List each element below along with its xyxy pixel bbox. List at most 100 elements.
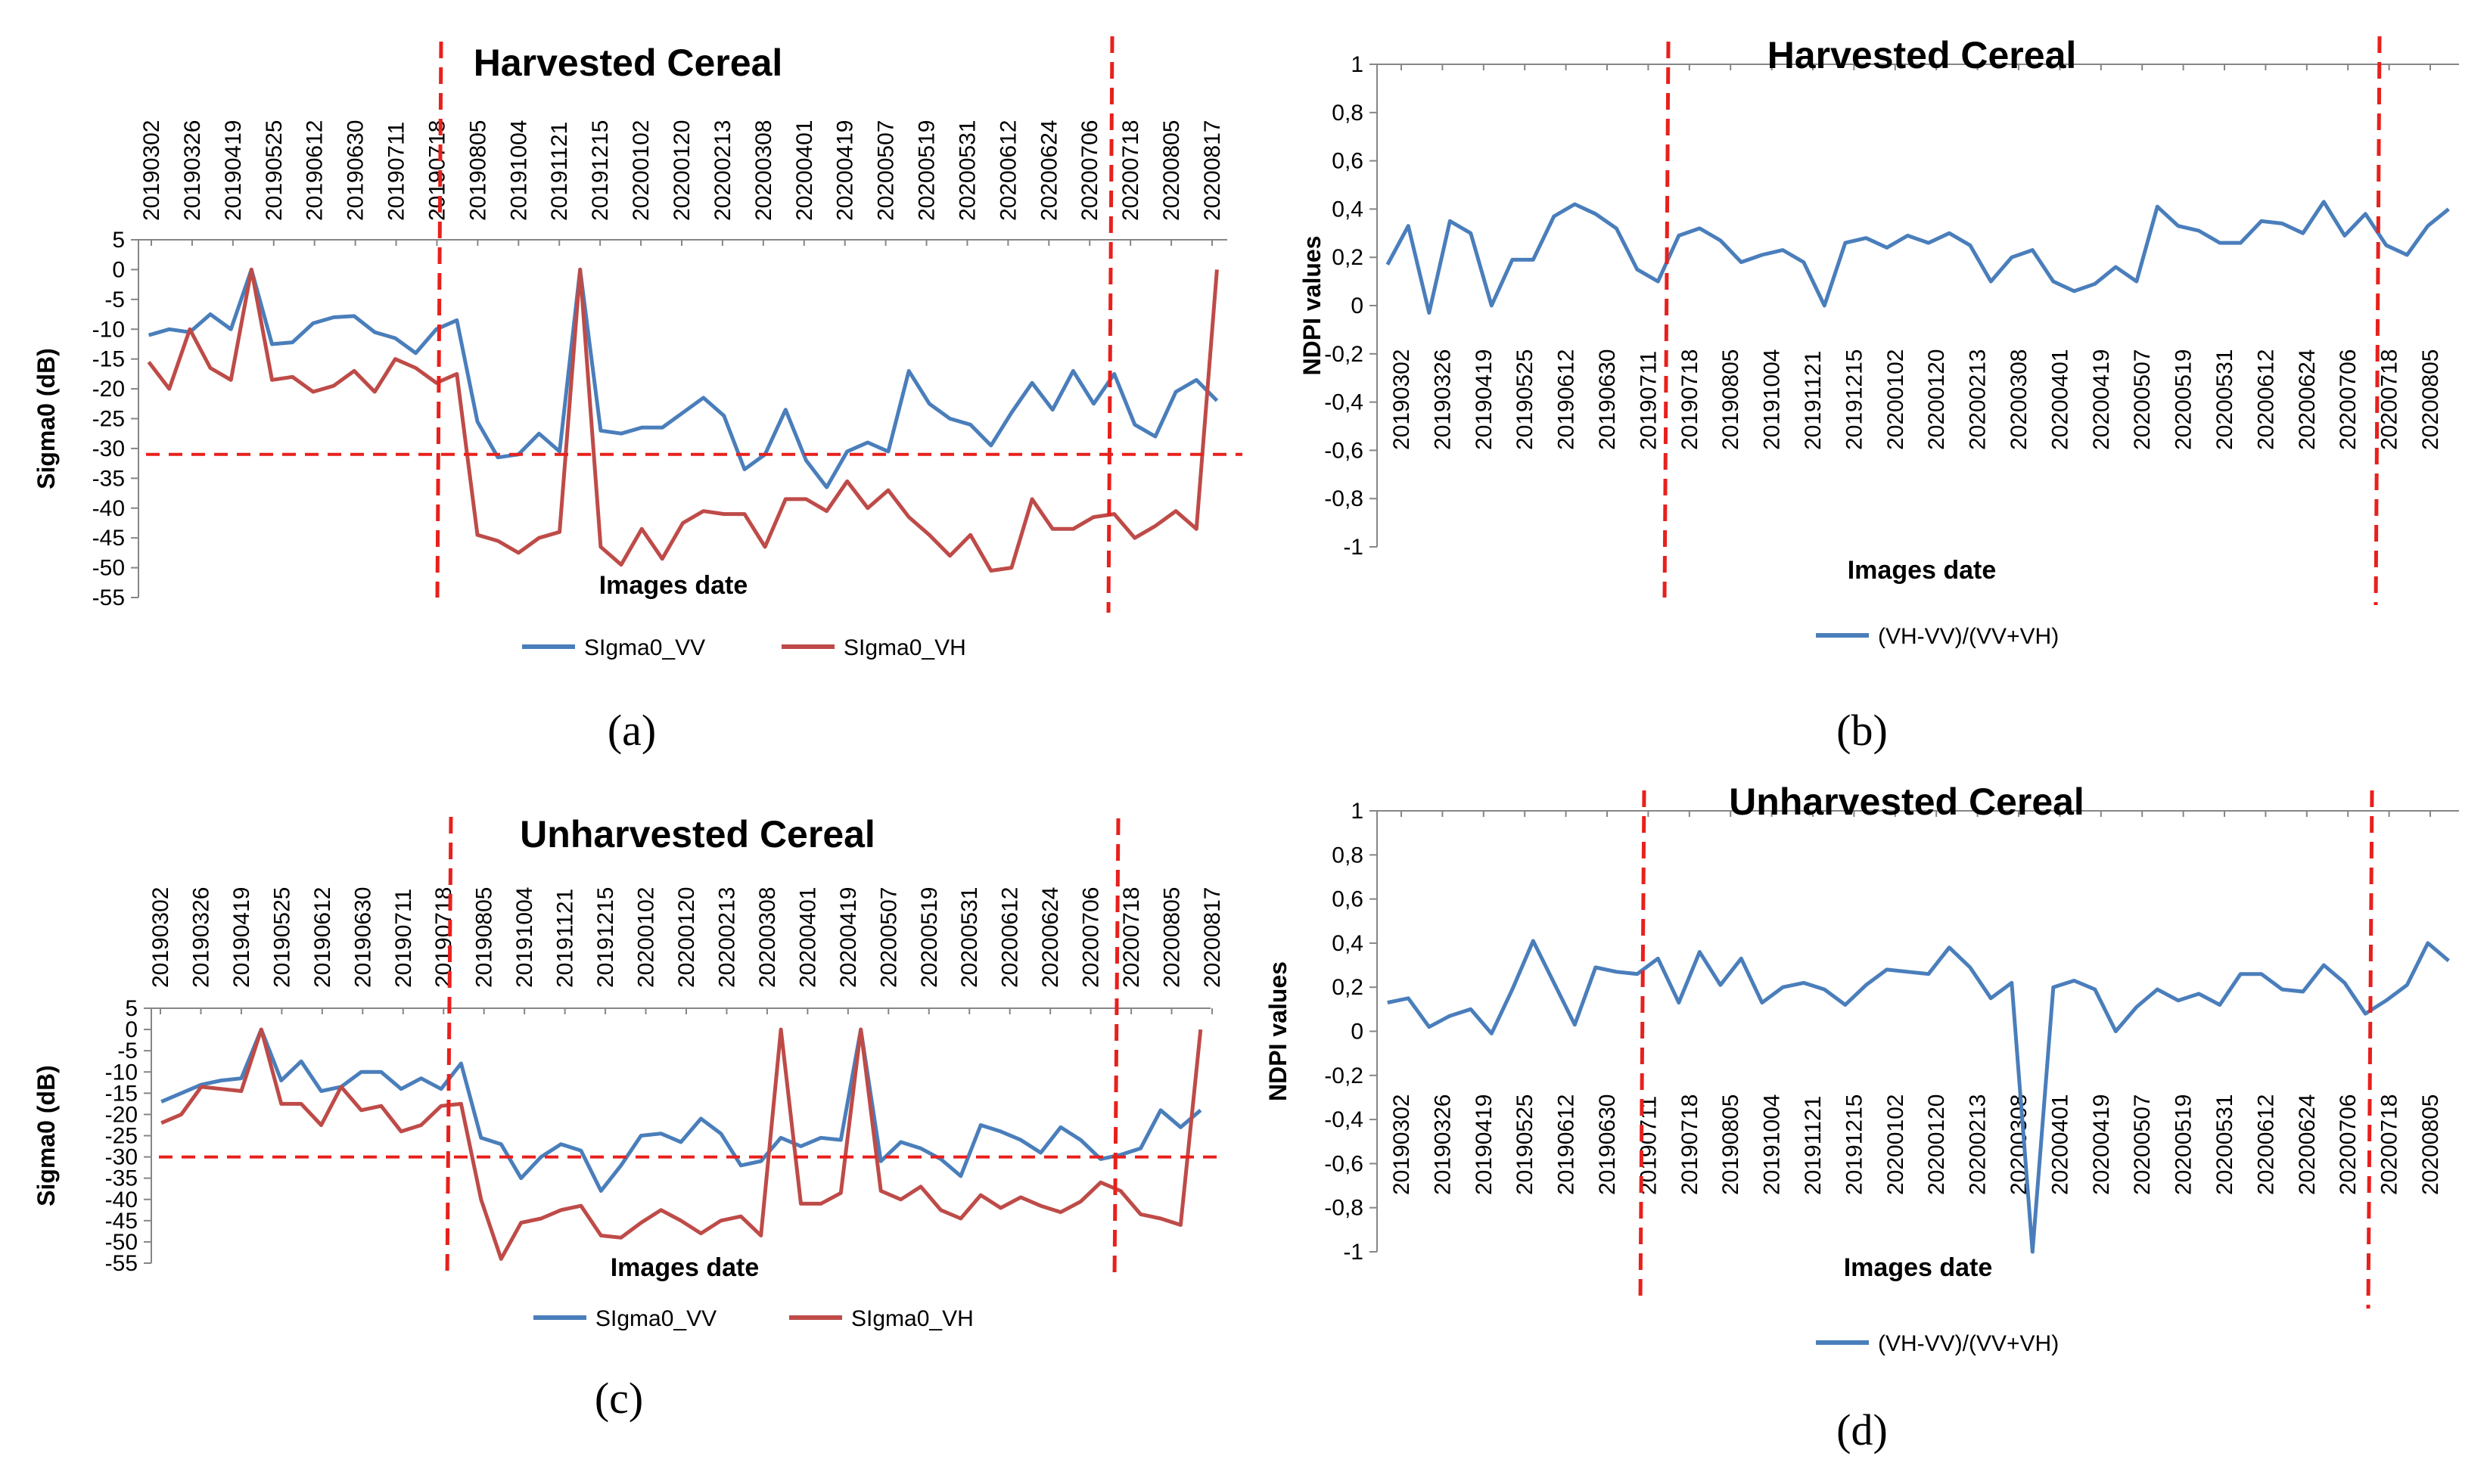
x-tick-label: 20200401 (2047, 349, 2072, 450)
x-tick-label: 20200624 (2295, 349, 2320, 450)
x-tick-label: 20200419 (2089, 1094, 2114, 1195)
y-tick-label: -0,2 (1324, 1063, 1363, 1088)
x-tick-label: 20191004 (1760, 349, 1785, 450)
period-marker-line (1638, 790, 1646, 1302)
y-axis-label: Sigma0 (dB) (33, 1065, 60, 1206)
x-tick-label: 20190419 (229, 887, 254, 988)
x-tick-label: 20190711 (391, 889, 416, 988)
y-tick-label: -50 (92, 556, 125, 581)
legend-label: SIgma0_VV (584, 635, 705, 660)
x-tick-label: 20191215 (1842, 349, 1867, 450)
legend-label: (VH-VV)/(VV+VH) (1878, 1331, 2059, 1356)
chart-a: 5 0 -5 -10 -15 -20 -25 -30 -35 -40 -45 -50 -55 201903… (33, 36, 1242, 755)
x-tick-label: 20200805 (2418, 1094, 2443, 1195)
y-tick-label: -5 (117, 1038, 138, 1063)
series-line-1 (1387, 939, 2450, 1254)
x-tick-label: 20200102 (634, 887, 659, 988)
x-tick-label: 20190326 (180, 120, 205, 221)
x-tick-label: 20190525 (269, 887, 294, 988)
series-line-2 (147, 267, 1219, 573)
x-axis-label: Images date (1848, 556, 1997, 585)
x-tick-label: 20200718 (1118, 120, 1143, 221)
legend-label: SIgma0_VH (851, 1306, 974, 1331)
x-tick-label: 20190630 (344, 120, 368, 221)
y-tick-label: -0,6 (1324, 438, 1363, 463)
y-tick-label: -45 (105, 1209, 138, 1234)
x-tick-label: 20200213 (714, 887, 739, 988)
y-tick-label: -55 (105, 1251, 138, 1276)
y-tick-label: 5 (112, 228, 125, 253)
x-tick-label: 20190326 (188, 887, 213, 988)
y-tick-label: -15 (92, 347, 125, 372)
y-tick-label: 0 (1351, 1020, 1363, 1045)
chart-c: 50-5-10-15-20-25-30-35-40-45-50-55 201903… (33, 813, 1226, 1423)
x-tick-label: 20200624 (1038, 887, 1063, 988)
x-tick-label: 20200519 (917, 887, 942, 988)
x-tick-label: 20190302 (1389, 1094, 1414, 1195)
y-tick-label: -5 (104, 287, 125, 312)
series-line-1 (1385, 200, 2450, 315)
x-tick-label: 20190805 (472, 887, 497, 988)
x-tick-label: 20190718 (1677, 349, 1702, 450)
x-tick-label: 20200102 (1883, 349, 1908, 450)
x-tick-label: 20200612 (998, 887, 1023, 988)
x-tick-label: 20200102 (1883, 1094, 1908, 1195)
x-tick-label: 20200519 (2171, 349, 2196, 450)
y-tick-label: -1 (1343, 535, 1363, 560)
x-tick-label: 20200419 (836, 887, 861, 988)
y-tick-label: 0,6 (1332, 149, 1363, 174)
y-tick-label: -0,6 (1324, 1151, 1363, 1176)
x-tick-label: 20200401 (792, 120, 817, 221)
y-tick-label: 1 (1351, 799, 1363, 824)
y-axis-label: NDPI values (1298, 236, 1326, 376)
x-tick-label: 20200706 (1079, 887, 1104, 988)
x-tick-label: 20190525 (1512, 1094, 1537, 1195)
x-tick-label: 20190718 (1677, 1094, 1702, 1195)
y-tick-label: -10 (105, 1060, 138, 1085)
y-tick-label: -0,2 (1324, 342, 1363, 367)
x-tick-label: 20190612 (310, 887, 335, 988)
y-tick-label: -0,8 (1324, 486, 1363, 511)
x-tick-label: 20200102 (629, 120, 654, 221)
y-tick-label: 0,4 (1332, 931, 1363, 956)
x-tick-label: 20190630 (1595, 349, 1620, 450)
x-tick-label: 20200718 (1119, 887, 1144, 988)
x-tick-label: 20200612 (2253, 1094, 2278, 1195)
x-tick-label: 20191121 (1801, 351, 1826, 450)
chart-title: Unharvested Cereal (1729, 781, 2084, 823)
legend-label: (VH-VV)/(VV+VH) (1878, 624, 2059, 649)
x-tick-label: 20200531 (2212, 349, 2237, 450)
y-tick-label: -30 (92, 436, 125, 461)
x-tick-label: 20190302 (148, 887, 173, 988)
x-tick-label: 20200531 (2212, 1094, 2237, 1195)
x-tick-label: 20200624 (1037, 120, 1062, 221)
series-line-2 (160, 1027, 1203, 1261)
x-tick-label: 20191215 (588, 120, 613, 221)
y-tick-label: 1 (1351, 52, 1363, 77)
x-tick-label: 20190326 (1430, 1094, 1455, 1195)
x-tick-label: 20190612 (1554, 1094, 1579, 1195)
x-tick-label: 20200308 (755, 887, 780, 988)
x-tick-label: 20200507 (2130, 349, 2155, 450)
y-tick-label: -55 (92, 585, 125, 610)
x-tick-label: 20191004 (506, 120, 531, 221)
x-tick-label: 20200612 (2253, 349, 2278, 450)
chart-d: 1 0,8 0,6 0,4 0,2 0 -0,2 -0,4 -0,6 -0,8 -1 20190302… (1264, 781, 2459, 1455)
x-tick-label: 20200519 (915, 120, 940, 221)
panel-caption: (c) (595, 1374, 643, 1423)
series-line-1 (148, 267, 1219, 489)
x-tick-label: 20190302 (139, 120, 164, 221)
period-marker-line (1662, 41, 1671, 598)
x-tick-label: 20200213 (710, 120, 735, 221)
y-tick-label: 0,8 (1332, 843, 1363, 868)
x-axis-label: Images date (611, 1253, 760, 1282)
period-marker-line (435, 41, 443, 598)
y-tick-label: -40 (105, 1188, 138, 1212)
y-tick-label: -30 (105, 1145, 138, 1170)
y-tick-label: -25 (92, 407, 125, 432)
x-tick-label: 20200531 (955, 120, 980, 221)
x-tick-label: 20190630 (1595, 1094, 1620, 1195)
x-tick-label: 20200531 (957, 887, 982, 988)
panel-caption: (d) (1836, 1405, 1888, 1455)
